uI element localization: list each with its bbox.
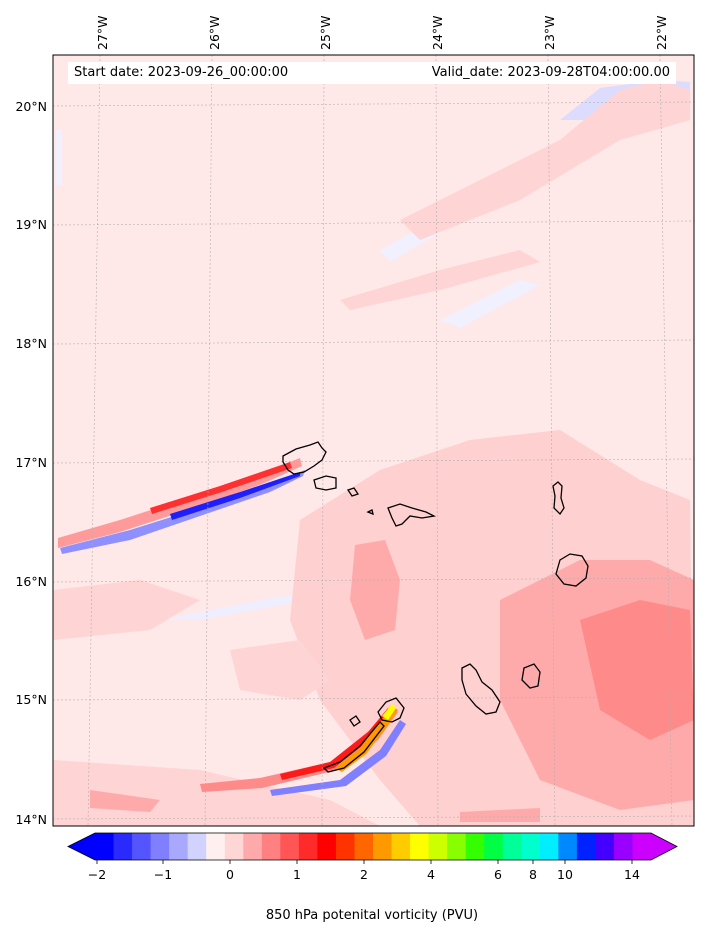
colorbar-extend-min [68, 833, 95, 860]
colorbar: −2 −1 0 1 2 4 6 8 10 14 [67, 832, 678, 882]
colorbar-extend-max [651, 833, 677, 860]
colorbar-swatch [132, 833, 152, 860]
colorbar-tick-label: 8 [529, 867, 537, 882]
positive-pv-patch-bottom-3 [460, 808, 540, 822]
map-frame [52, 54, 695, 827]
positive-pv-patch-lower-mid [230, 640, 330, 700]
positive-pv-patch-sw [53, 580, 200, 640]
colorbar-tick-label: 1 [293, 867, 301, 882]
colorbar-swatch [150, 833, 170, 860]
positive-pv-core-se [580, 600, 694, 740]
pv-streak-nw-positive-core [150, 462, 292, 514]
island-sao-vicente [313, 475, 337, 491]
lon-tick-23w: 23°W [542, 15, 557, 50]
colorbar-swatch [261, 833, 281, 860]
colorbar-swatch [391, 833, 411, 860]
lon-tick-24w: 24°W [430, 15, 445, 50]
pv-streak-south-peak [382, 704, 396, 720]
island-santo-antao [282, 441, 327, 475]
colorbar-swatch [428, 833, 448, 860]
colorbar-tick-label: −1 [154, 867, 172, 882]
colorbar-tick-label: 2 [360, 867, 368, 882]
colorbar-swatch [484, 833, 504, 860]
lon-tick-27w: 27°W [95, 15, 110, 50]
pv-streak-nw-negative-core [170, 472, 300, 520]
lat-tick-16n: 16°N [15, 574, 47, 589]
negative-pv-streak-mid [440, 280, 540, 328]
map-gridlines [52, 54, 695, 827]
colorbar-swatch [335, 833, 355, 860]
colorbar-swatch [447, 833, 467, 860]
lat-tick-20n: 20°N [15, 99, 47, 114]
lon-tick-22w: 22°W [654, 15, 669, 50]
colorbar-swatch [558, 833, 578, 860]
colorbar-tick-label: 6 [494, 867, 502, 882]
colorbar-swatch [206, 833, 226, 860]
negative-pv-patch-left [56, 130, 62, 185]
pv-streak-south-positive-core [280, 708, 392, 780]
colorbar-tick-label: 14 [624, 867, 640, 882]
island-boa-vista [555, 553, 589, 587]
island-santiago [461, 663, 501, 715]
valid-date-label: Valid_date: 2023-09-28T04:00:00.00 [408, 62, 676, 84]
colorbar-swatch [410, 833, 430, 860]
colorbar-swatch [354, 833, 374, 860]
colorbar-swatch [595, 833, 615, 860]
colorbar-swatch [465, 833, 485, 860]
positive-pv-patch-bottom-2 [90, 790, 160, 812]
lon-tick-25w: 25°W [318, 15, 333, 50]
lat-tick-14n: 14°N [15, 812, 47, 827]
lat-tick-labels: 20°N 19°N 18°N 17°N 16°N 15°N 14°N [15, 99, 47, 827]
colorbar-swatch [502, 833, 522, 860]
lat-tick-17n: 17°N [15, 455, 47, 470]
colorbar-swatch [169, 833, 189, 860]
colorbar-title: 850 hPa potenital vorticity (PVU) [266, 908, 478, 923]
lat-tick-19n: 19°N [15, 217, 47, 232]
colorbar-swatch [298, 833, 318, 860]
colorbar-swatch [373, 833, 393, 860]
colorbar-swatch [224, 833, 244, 860]
colorbar-swatch [521, 833, 541, 860]
colorbar-swatch [113, 833, 133, 860]
colorbar-swatch [632, 833, 652, 860]
colorbar-tick-label: −2 [88, 867, 106, 882]
pv-streak-south-negative [270, 720, 406, 796]
island-maio [521, 663, 541, 689]
colorbar-tick-label: 10 [557, 867, 573, 882]
positive-pv-band-upper [400, 80, 690, 240]
colorbar-swatch [539, 833, 559, 860]
island-brava [349, 715, 361, 727]
pv-streak-south-high-core [335, 706, 398, 772]
island-fogo [377, 697, 405, 723]
island-fogo-wake-outline [322, 721, 385, 773]
colorbar-swatch [187, 833, 207, 860]
colorbar-swatch [243, 833, 263, 860]
island-sal [552, 481, 565, 516]
colorbar-swatch [95, 833, 115, 860]
lon-tick-labels: 27°W 26°W 25°W 24°W 23°W 22°W [95, 15, 669, 50]
positive-pv-patch-center [350, 540, 400, 640]
island-sao-nicolau [366, 503, 437, 527]
pv-streak-nw-negative [60, 470, 305, 554]
negative-pv-streak-lower [160, 590, 320, 620]
positive-pv-band-mid [340, 250, 540, 310]
colorbar-tick-label: 0 [226, 867, 234, 882]
lon-tick-26w: 26°W [207, 15, 222, 50]
colorbar-tick-label: 4 [427, 867, 435, 882]
island-coastlines [282, 441, 589, 773]
colorbar-swatch [576, 833, 596, 860]
colorbar-swatch [613, 833, 633, 860]
start-date-label: Start date: 2023-09-26_00:00:00 [68, 62, 414, 84]
colorbar-swatch [280, 833, 300, 860]
pv-contour-fields [53, 80, 694, 826]
island-santa-luzia [346, 487, 360, 497]
colorbar-outline [67, 832, 678, 861]
lat-tick-15n: 15°N [15, 692, 47, 707]
colorbar-swatch [317, 833, 337, 860]
lat-tick-18n: 18°N [15, 336, 47, 351]
